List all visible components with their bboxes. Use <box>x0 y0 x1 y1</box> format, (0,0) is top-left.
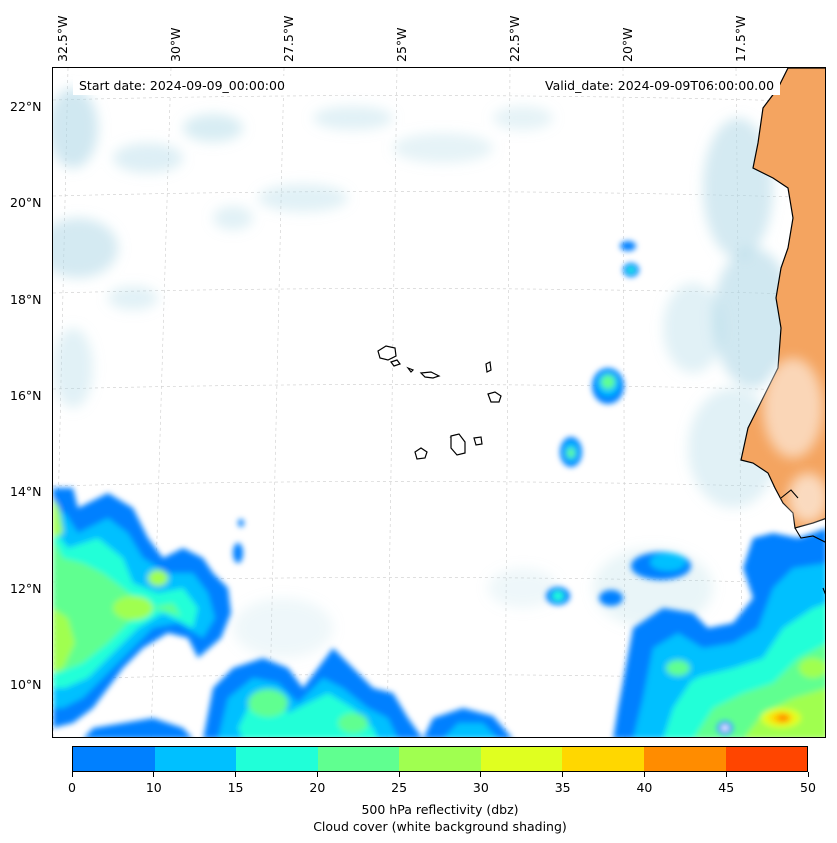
latitude-label: 10°N <box>10 677 42 692</box>
colorbar-segment <box>73 747 155 771</box>
latitude-label: 12°N <box>10 581 42 596</box>
colorbar-tick-label: 40 <box>636 780 653 795</box>
colorbar-tick <box>235 772 237 777</box>
latitude-label: 20°N <box>10 195 42 210</box>
valid-date-label: Valid_date: 2024-09-09T06:00:00.00 <box>539 76 781 95</box>
colorbar-tick <box>725 772 727 777</box>
colorbar-segment <box>236 747 318 771</box>
colorbar-segment <box>317 747 400 771</box>
colorbar-segment <box>154 747 237 771</box>
colorbar-label-primary: 500 hPa reflectivity (dbz) <box>361 802 519 817</box>
cape-verde-islands <box>377 345 502 460</box>
longitude-label: 17.5°W <box>733 15 748 62</box>
colorbar-tick <box>153 772 155 777</box>
latitude-label: 22°N <box>10 99 42 114</box>
colorbar-segment <box>480 747 563 771</box>
colorbar-tick-label: 20 <box>309 780 326 795</box>
reflectivity-field <box>53 241 825 737</box>
colorbar-tick-label: 35 <box>554 780 571 795</box>
longitude-label: 20°W <box>620 27 635 62</box>
longitude-label: 32.5°W <box>55 15 70 62</box>
colorbar-segment <box>725 747 808 771</box>
colorbar-label-secondary: Cloud cover (white background shading) <box>313 819 567 834</box>
coastline-south <box>780 489 825 595</box>
latitude-label: 18°N <box>10 292 42 307</box>
colorbar-tick-label: 25 <box>391 780 408 795</box>
colorbar-tick-label: 10 <box>145 780 162 795</box>
colorbar-tick <box>807 772 809 777</box>
colorbar-tick <box>562 772 564 777</box>
colorbar <box>72 746 808 772</box>
colorbar-tick <box>398 772 400 777</box>
map-svg <box>53 68 825 737</box>
colorbar-segment <box>643 747 726 771</box>
colorbar-tick-label: 0 <box>68 780 76 795</box>
latitude-label: 16°N <box>10 388 42 403</box>
latitude-label: 14°N <box>10 484 42 499</box>
colorbar-tick-label: 50 <box>800 780 816 795</box>
colorbar-tick <box>316 772 318 777</box>
colorbar-segment <box>562 747 644 771</box>
land-africa <box>740 68 825 529</box>
map-panel <box>52 67 826 738</box>
longitude-label: 22.5°W <box>507 15 522 62</box>
colorbar-segment <box>399 747 481 771</box>
colorbar-tick <box>71 772 73 777</box>
colorbar-tick-label: 15 <box>227 780 244 795</box>
longitude-label: 27.5°W <box>281 15 296 62</box>
colorbar-tick-label: 45 <box>718 780 735 795</box>
longitude-label: 25°W <box>394 27 409 62</box>
longitude-label: 30°W <box>168 27 183 62</box>
colorbar-tick <box>643 772 645 777</box>
colorbar-tick <box>480 772 482 777</box>
start-date-label: Start date: 2024-09-09_00:00:00 <box>73 76 291 95</box>
colorbar-tick-label: 30 <box>472 780 489 795</box>
